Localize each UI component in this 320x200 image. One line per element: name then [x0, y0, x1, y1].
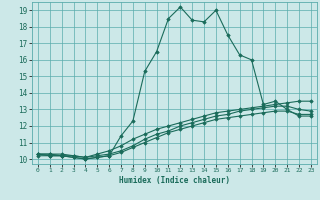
X-axis label: Humidex (Indice chaleur): Humidex (Indice chaleur) [119, 176, 230, 185]
